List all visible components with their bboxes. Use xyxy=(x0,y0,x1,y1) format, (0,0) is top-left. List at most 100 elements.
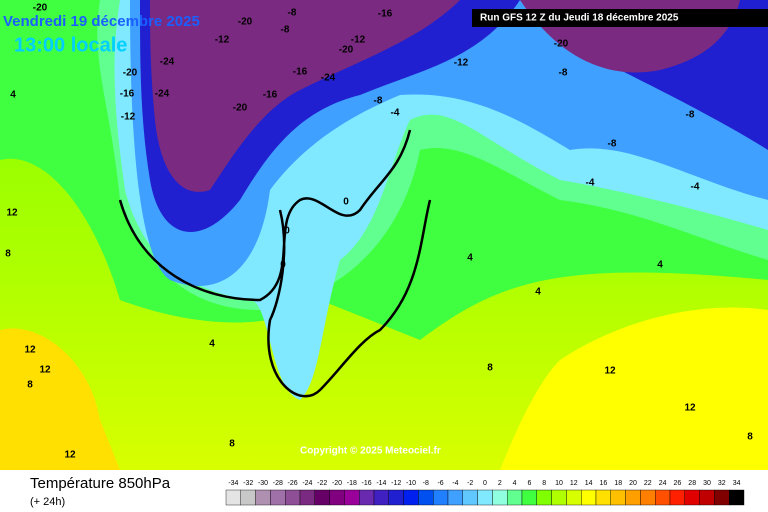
colorbar-label: 28 xyxy=(688,480,696,487)
map-label: -16 xyxy=(378,9,393,20)
colorbar-cell xyxy=(388,489,404,506)
map-label: 12 xyxy=(24,345,36,356)
map-label: 0 xyxy=(284,226,290,237)
colorbar-cell xyxy=(359,489,375,506)
time: 13:00 locale xyxy=(14,34,127,56)
colorbar-label: -24 xyxy=(302,480,312,487)
map-label: -16 xyxy=(120,89,135,100)
copyright: Copyright © 2025 Meteociel.fr xyxy=(300,446,441,457)
map-label: 8 xyxy=(747,432,753,443)
colorbar-label: 22 xyxy=(644,480,652,487)
colorbar-label: 4 xyxy=(513,480,517,487)
colorbar-label: -8 xyxy=(423,480,429,487)
map-label: 4 xyxy=(10,90,16,101)
colorbar-label: 30 xyxy=(703,480,711,487)
colorbar-label: 24 xyxy=(659,480,667,487)
run-info: Run GFS 12 Z du Jeudi 18 décembre 2025 xyxy=(480,13,679,24)
footer-title: Température 850hPa xyxy=(30,475,171,492)
colorbar-label: 16 xyxy=(600,480,608,487)
colorbar-cell xyxy=(655,489,671,506)
colorbar-cell xyxy=(314,489,330,506)
colorbar-label: -10 xyxy=(406,480,416,487)
map-label: 12 xyxy=(64,450,76,461)
map-label: -8 xyxy=(281,25,290,36)
colorbar-label: 14 xyxy=(585,480,593,487)
colorbar-cell xyxy=(344,489,360,506)
colorbar-label: -20 xyxy=(332,480,342,487)
colorbar-label: -18 xyxy=(347,480,357,487)
map-label: -16 xyxy=(263,90,278,101)
map xyxy=(0,0,768,470)
colorbar-cell xyxy=(285,489,301,506)
map-label: -20 xyxy=(238,17,253,28)
colorbar-label: 32 xyxy=(718,480,726,487)
map-label: -20 xyxy=(233,103,248,114)
map-label: -20 xyxy=(554,39,569,50)
map-label: -24 xyxy=(155,89,170,100)
colorbar-cell xyxy=(610,489,626,506)
map-label: -12 xyxy=(121,112,136,123)
map-label: -20 xyxy=(339,45,354,56)
colorbar-cell xyxy=(521,489,538,506)
map-label: -12 xyxy=(351,35,366,46)
map-label: 4 xyxy=(657,260,663,271)
colorbar-cell xyxy=(477,489,493,506)
colorbar-cell xyxy=(625,489,641,506)
map-label: -4 xyxy=(691,182,700,193)
map-label: 4 xyxy=(535,287,541,298)
colorbar-cell xyxy=(729,489,745,506)
colorbar-cell xyxy=(595,489,612,506)
colorbar-cell xyxy=(418,489,434,506)
colorbar-cell xyxy=(270,489,286,506)
colorbar-label: 10 xyxy=(555,480,563,487)
colorbar-cell xyxy=(714,489,730,506)
colorbar-label: 20 xyxy=(629,480,637,487)
colorbar-label: 0 xyxy=(483,480,487,487)
colorbar-cell xyxy=(640,489,656,506)
map-label: 12 xyxy=(39,365,51,376)
colorbar-cell xyxy=(669,489,686,506)
map-label: 8 xyxy=(229,439,235,450)
colorbar-cell xyxy=(566,489,582,506)
colorbar-cell xyxy=(699,489,715,506)
map-label: -12 xyxy=(215,35,230,46)
colorbar-cell xyxy=(240,489,256,506)
map-label: -16 xyxy=(293,67,308,78)
map-label: 8 xyxy=(5,249,11,260)
colorbar-cell xyxy=(225,489,242,506)
colorbar-cell xyxy=(551,489,567,506)
colorbar-label: 2 xyxy=(498,480,502,487)
map-label: -4 xyxy=(586,178,595,189)
map-label: 8 xyxy=(27,380,33,391)
map-label: -20 xyxy=(33,3,48,14)
colorbar-cell xyxy=(255,489,271,506)
colorbar-label: 8 xyxy=(542,480,546,487)
map-label: -4 xyxy=(391,108,400,119)
colorbar-cell xyxy=(433,489,449,506)
map-label: 4 xyxy=(467,253,473,264)
colorbar-cell xyxy=(492,489,508,506)
map-label: -8 xyxy=(608,139,617,150)
colorbar-label: -14 xyxy=(376,480,386,487)
map-label: -8 xyxy=(559,68,568,79)
colorbar-label: -22 xyxy=(317,480,327,487)
map-label: 12 xyxy=(604,366,616,377)
colorbar-cell xyxy=(581,489,597,506)
date: Vendredi 19 décembre 2025 xyxy=(3,13,200,30)
map-label: -20 xyxy=(123,68,138,79)
colorbar-label: -16 xyxy=(362,480,372,487)
colorbar-label: -12 xyxy=(391,480,401,487)
colorbar-cell xyxy=(536,489,552,506)
map-label: 12 xyxy=(684,403,696,414)
colorbar-cell xyxy=(684,489,700,506)
map-label: 8 xyxy=(487,363,493,374)
colorbar-cell xyxy=(447,489,464,506)
footer-subtitle: (+ 24h) xyxy=(30,496,65,508)
map-label: -24 xyxy=(321,73,336,84)
colorbar-label: -2 xyxy=(467,480,473,487)
colorbar-label: 26 xyxy=(674,480,682,487)
colorbar-label: 34 xyxy=(733,480,741,487)
colorbar-label: -34 xyxy=(228,480,238,487)
colorbar-label: 18 xyxy=(614,480,622,487)
